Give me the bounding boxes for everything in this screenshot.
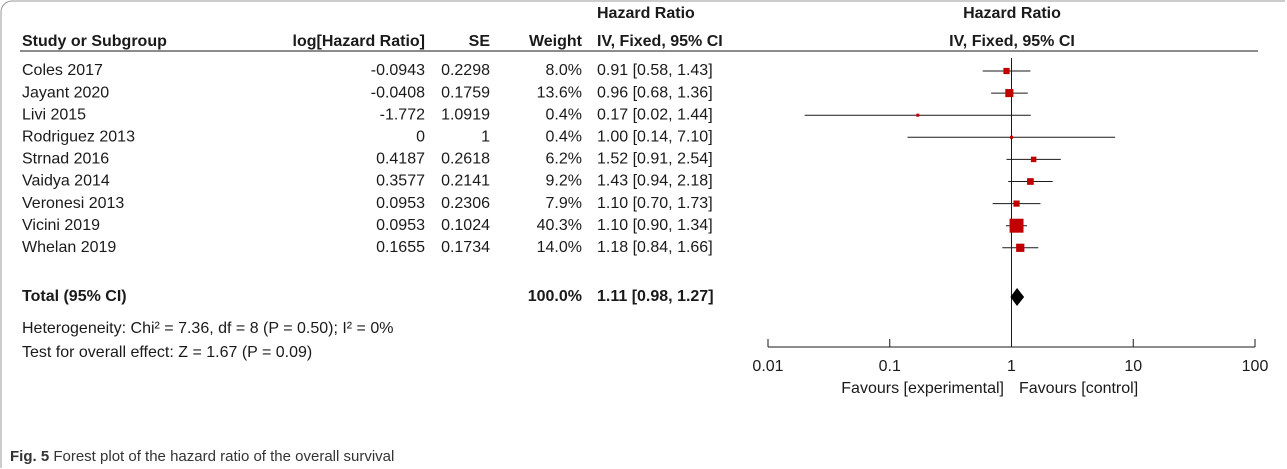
caption-label: Fig. 5 [10, 448, 49, 465]
favours-left: Favours [experimental] [841, 380, 1004, 397]
study-name: Livi 2015 [22, 106, 86, 123]
caption: Fig. 5 Forest plot of the hazard ratio o… [10, 448, 394, 465]
overall-effect: Test for overall effect: Z = 1.67 (P = 0… [22, 344, 312, 361]
hr-marker [1005, 89, 1014, 98]
study-name: Strnad 2016 [22, 151, 109, 168]
x-tick-label: 100 [1242, 358, 1269, 375]
log-hr: 0.4187 [376, 151, 425, 168]
total-weight: 100.0% [528, 288, 582, 305]
se: 0.2141 [441, 173, 490, 190]
study-name: Whelan 2019 [22, 239, 116, 256]
log-hr: 0.0953 [376, 217, 425, 234]
weight-header: Weight [529, 33, 583, 50]
ci-label: 1.00 [0.14, 7.10] [597, 129, 713, 146]
se: 1.0919 [441, 106, 490, 123]
weight: 9.2% [546, 173, 582, 190]
weight: 13.6% [537, 84, 582, 101]
caption-text: Forest plot of the hazard ratio of the o… [53, 448, 394, 465]
ci-method-header: IV, Fixed, 95% CI [597, 33, 723, 50]
se: 0.2298 [441, 62, 490, 79]
log-hr: -1.772 [380, 106, 425, 123]
plot-title: Hazard Ratio [963, 5, 1061, 22]
plot-subtitle: IV, Fixed, 95% CI [949, 33, 1075, 50]
ci-label: 1.43 [0.94, 2.18] [597, 173, 713, 190]
se: 0.1734 [441, 239, 490, 256]
weight: 0.4% [546, 106, 582, 123]
hr-marker [1027, 178, 1034, 185]
se: 0.2306 [441, 195, 490, 212]
log-hr: 0.3577 [376, 173, 425, 190]
weight: 40.3% [537, 217, 582, 234]
ci-label: 1.10 [0.90, 1.34] [597, 217, 713, 234]
ci-label: 0.96 [0.68, 1.36] [597, 84, 713, 101]
total-ci-label: 1.11 [0.98, 1.27] [597, 288, 714, 305]
heterogeneity: Heterogeneity: Chi² = 7.36, df = 8 (P = … [22, 320, 393, 337]
log-hr: 0.1655 [376, 239, 425, 256]
ci-group-header: Hazard Ratio [597, 5, 695, 22]
study-name: Vaidya 2014 [22, 173, 110, 190]
study-header: Study or Subgroup [22, 33, 167, 50]
study-name: Rodriguez 2013 [22, 129, 135, 146]
log-hr: 0.0953 [376, 195, 425, 212]
weight: 7.9% [546, 195, 582, 212]
favours-right: Favours [control] [1019, 380, 1138, 397]
hr-marker [1003, 67, 1010, 75]
hr-marker [1030, 156, 1037, 163]
weight: 6.2% [546, 151, 582, 168]
ci-label: 0.91 [0.58, 1.43] [597, 62, 713, 79]
loghr-header: log[Hazard Ratio] [293, 33, 425, 50]
log-hr: 0 [416, 129, 425, 146]
x-tick-label: 0.1 [879, 358, 901, 375]
hr-marker [1013, 200, 1020, 207]
hr-marker [1009, 218, 1024, 233]
ci-label: 1.18 [0.84, 1.66] [597, 239, 713, 256]
ci-label: 0.17 [0.02, 1.44] [597, 106, 713, 123]
study-name: Vicini 2019 [22, 217, 100, 234]
weight: 8.0% [546, 62, 582, 79]
study-name: Veronesi 2013 [22, 195, 124, 212]
weight: 14.0% [537, 239, 582, 256]
x-tick-label: 10 [1124, 358, 1142, 375]
x-tick-label: 0.01 [752, 358, 783, 375]
total-label: Total (95% CI) [22, 288, 127, 305]
total-diamond [1010, 288, 1025, 306]
se-header: SE [469, 33, 491, 50]
hr-marker [916, 113, 920, 117]
se: 1 [481, 129, 490, 146]
log-hr: -0.0943 [371, 62, 425, 79]
hr-marker [1016, 243, 1025, 252]
hr-marker [1010, 135, 1013, 139]
ci-label: 1.52 [0.91, 2.54] [597, 151, 713, 168]
weight: 0.4% [546, 129, 582, 146]
se: 0.1759 [441, 84, 490, 101]
log-hr: -0.0408 [371, 84, 425, 101]
se: 0.2618 [441, 151, 490, 168]
study-name: Jayant 2020 [22, 84, 109, 101]
x-tick-label: 1 [1007, 358, 1016, 375]
se: 0.1024 [441, 217, 490, 234]
ci-label: 1.10 [0.70, 1.73] [597, 195, 713, 212]
study-name: Coles 2017 [22, 62, 103, 79]
